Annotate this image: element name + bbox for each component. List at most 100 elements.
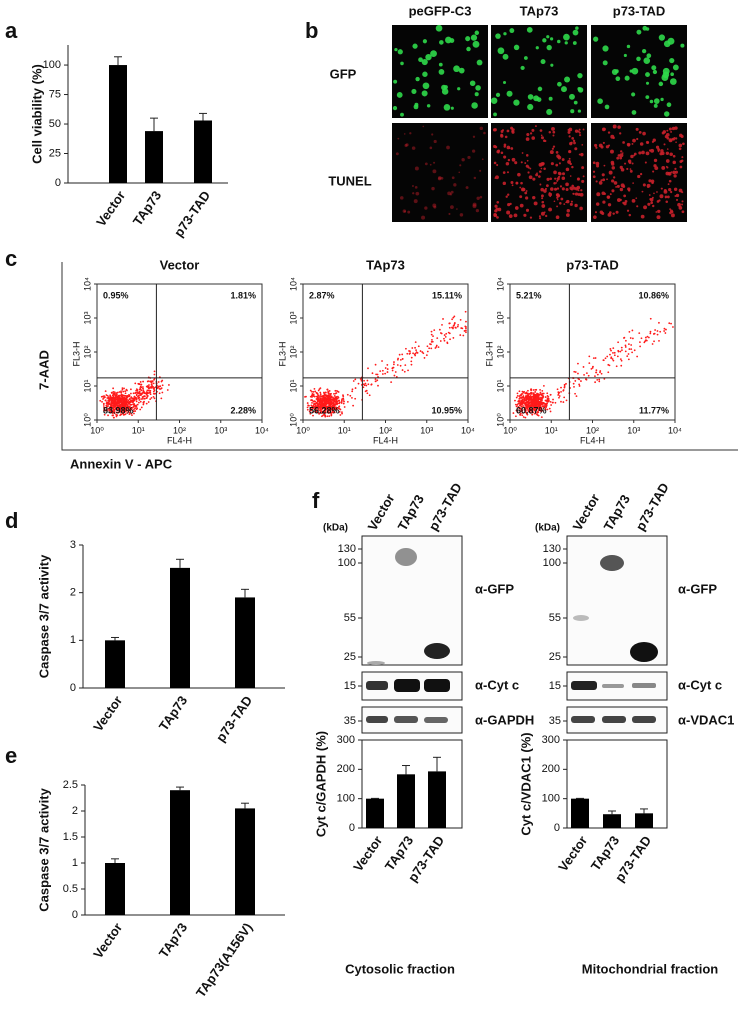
bar bbox=[397, 774, 415, 828]
cell-dot bbox=[611, 179, 615, 183]
x-axis-name: FL4-H bbox=[167, 435, 192, 445]
cell-dot bbox=[565, 167, 570, 172]
event-dot bbox=[538, 404, 541, 407]
cell-dot bbox=[670, 190, 673, 194]
cell-dot bbox=[561, 176, 566, 181]
cell-dot bbox=[617, 125, 621, 129]
column-label: peGFP-C3 bbox=[409, 3, 472, 18]
event-dot bbox=[129, 400, 132, 403]
cell-dot bbox=[577, 130, 580, 133]
event-dot bbox=[422, 352, 425, 355]
cell-dot bbox=[624, 75, 630, 81]
cell-dot bbox=[565, 201, 567, 204]
event-dot bbox=[377, 384, 379, 387]
event-dot bbox=[521, 398, 524, 401]
event-dot bbox=[333, 392, 335, 395]
event-dot bbox=[588, 362, 591, 365]
event-dot bbox=[110, 391, 113, 394]
unit-label: (kDa) bbox=[323, 523, 348, 534]
cell-dot bbox=[666, 195, 670, 199]
cell-dot bbox=[674, 167, 677, 171]
event-dot bbox=[595, 369, 598, 372]
event-dot bbox=[338, 401, 341, 404]
event-dot bbox=[357, 382, 360, 385]
event-dot bbox=[577, 372, 579, 375]
cell-dot bbox=[415, 191, 420, 196]
cell-dot bbox=[407, 210, 411, 214]
cell-dot bbox=[593, 215, 597, 219]
cell-dot bbox=[629, 169, 633, 173]
y-tick-label: 2 bbox=[70, 587, 76, 599]
event-dot bbox=[110, 409, 113, 412]
y-tick-label: 0 bbox=[349, 822, 355, 834]
cell-dot bbox=[653, 103, 658, 108]
event-dot bbox=[147, 387, 150, 389]
cell-dot bbox=[393, 79, 398, 84]
flow-frame bbox=[61, 262, 738, 451]
event-dot bbox=[100, 395, 103, 398]
x-tick-label: 10⁰ bbox=[296, 425, 310, 435]
event-dot bbox=[317, 389, 320, 392]
y-tick-label: 10¹ bbox=[495, 379, 505, 392]
cell-dot bbox=[602, 178, 606, 182]
event-dot bbox=[399, 364, 402, 367]
cell-dot bbox=[472, 40, 480, 48]
cell-dot bbox=[653, 164, 657, 168]
event-dot bbox=[133, 405, 136, 407]
event-dot bbox=[460, 327, 463, 329]
event-dot bbox=[365, 384, 368, 387]
cell-dot bbox=[524, 191, 528, 195]
cell-dot bbox=[414, 166, 419, 171]
cell-dot bbox=[481, 158, 484, 161]
cell-dot bbox=[672, 160, 677, 165]
cell-dot bbox=[507, 158, 511, 162]
cell-dot bbox=[568, 149, 572, 154]
event-dot bbox=[520, 401, 522, 404]
event-dot bbox=[524, 392, 527, 395]
cell-dot bbox=[529, 132, 533, 135]
cell-dot bbox=[520, 181, 523, 185]
event-dot bbox=[521, 396, 524, 399]
event-dot bbox=[109, 410, 112, 413]
cell-dot bbox=[546, 44, 552, 51]
cell-dot bbox=[570, 200, 573, 203]
cell-dot bbox=[433, 205, 437, 209]
event-dot bbox=[327, 411, 330, 414]
event-dot bbox=[125, 399, 128, 402]
cell-dot bbox=[438, 62, 443, 67]
event-dot bbox=[609, 353, 611, 356]
event-dot bbox=[527, 398, 530, 401]
event-dot bbox=[327, 391, 330, 394]
cell-dot bbox=[502, 181, 507, 186]
event-dot bbox=[394, 371, 397, 373]
cell-dot bbox=[532, 195, 536, 200]
event-dot bbox=[646, 335, 649, 338]
event-dot bbox=[104, 399, 107, 402]
event-dot bbox=[133, 395, 136, 398]
cell-dot bbox=[553, 181, 556, 185]
row-label: TUNEL bbox=[328, 173, 371, 188]
y-tick-label: 200 bbox=[337, 763, 355, 775]
event-dot bbox=[319, 400, 321, 402]
cell-dot bbox=[441, 88, 449, 95]
event-dot bbox=[541, 401, 543, 404]
event-dot bbox=[629, 337, 632, 339]
event-dot bbox=[522, 412, 524, 414]
event-dot bbox=[322, 396, 325, 399]
event-dot bbox=[146, 389, 149, 392]
event-dot bbox=[310, 409, 313, 412]
event-dot bbox=[574, 371, 577, 373]
event-dot bbox=[354, 397, 357, 400]
cell-dot bbox=[664, 196, 667, 199]
event-dot bbox=[319, 395, 322, 397]
x-axis-label: Mitochondrial fraction bbox=[582, 961, 719, 976]
event-dot bbox=[105, 394, 108, 396]
event-dot bbox=[105, 401, 108, 404]
event-dot bbox=[150, 396, 153, 399]
cell-dot bbox=[602, 60, 608, 66]
event-dot bbox=[616, 355, 619, 358]
cell-dot bbox=[418, 57, 423, 63]
event-dot bbox=[120, 391, 123, 394]
x-tick-label: 10² bbox=[379, 425, 392, 435]
